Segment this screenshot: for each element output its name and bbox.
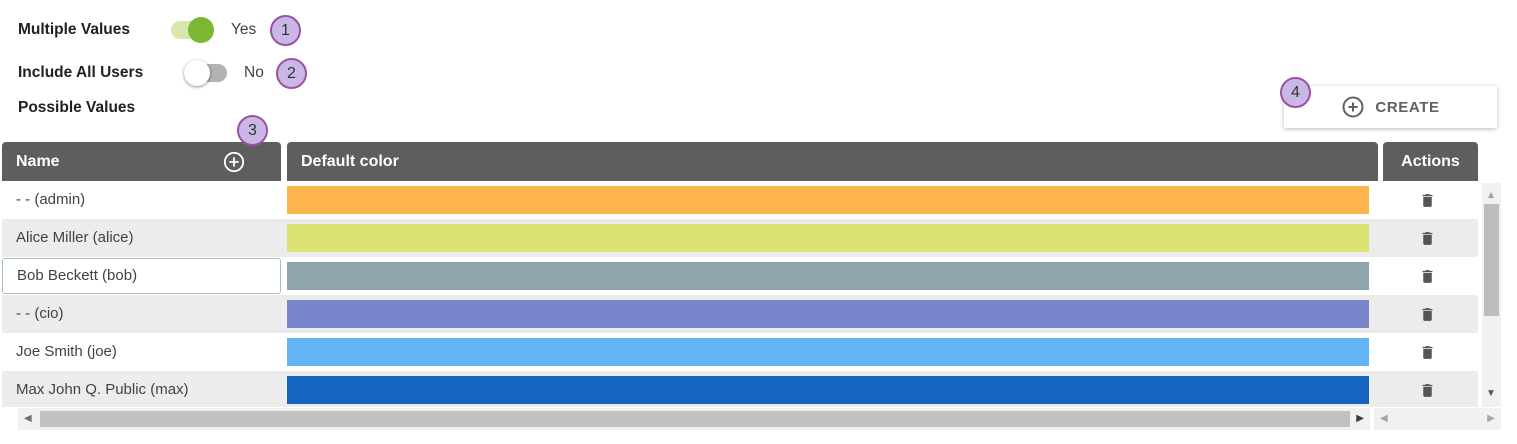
scroll-right-arrow-icon[interactable]: ▶ — [1487, 413, 1495, 424]
row-name-cell[interactable]: Joe Smith (joe) — [2, 333, 281, 371]
table-row: - - (cio) — [2, 295, 1478, 333]
annotation-badge-1: 1 — [270, 15, 301, 46]
trash-icon — [1419, 267, 1436, 286]
possible-values-label: Possible Values — [18, 99, 136, 116]
vertical-scrollbar-thumb[interactable] — [1484, 204, 1499, 316]
plus-circle-icon — [223, 151, 245, 173]
delete-row-button[interactable] — [1417, 227, 1438, 250]
table-row: Max John Q. Public (max) — [2, 371, 1478, 407]
column-header-actions: Actions — [1383, 142, 1478, 181]
delete-row-button[interactable] — [1417, 379, 1438, 402]
row-color-cell — [281, 257, 1377, 295]
row-color-bar[interactable] — [287, 300, 1369, 328]
create-button[interactable]: CREATE — [1284, 86, 1497, 128]
row-name-cell[interactable]: Bob Beckett (bob) — [2, 258, 281, 294]
row-color-cell — [281, 333, 1377, 371]
row-name: Bob Beckett (bob) — [17, 267, 138, 284]
delete-row-button[interactable] — [1417, 341, 1438, 364]
horizontal-scrollbar[interactable]: ◀ ▶ — [18, 408, 1370, 430]
horizontal-scrollbar-thumb[interactable] — [40, 411, 1350, 427]
delete-row-button[interactable] — [1417, 303, 1438, 326]
trash-icon — [1419, 381, 1436, 400]
row-color-bar[interactable] — [287, 262, 1369, 290]
table-header: Name Default color Actions — [2, 142, 1478, 181]
row-color-bar[interactable] — [287, 186, 1369, 214]
row-name-cell[interactable]: - - (cio) — [2, 295, 281, 333]
table-row: Alice Miller (alice) — [2, 219, 1478, 257]
column-header-color-label: Default color — [301, 152, 399, 170]
annotation-badge-3: 3 — [237, 115, 268, 146]
row-color-cell — [281, 219, 1377, 257]
column-header-name-label: Name — [16, 152, 60, 170]
create-button-label: CREATE — [1375, 98, 1440, 116]
column-header-default-color: Default color — [287, 142, 1378, 181]
row-name-cell[interactable]: Max John Q. Public (max) — [2, 371, 281, 407]
row-actions-cell — [1377, 189, 1478, 212]
column-header-name: Name — [2, 142, 281, 181]
include-all-users-toggle[interactable] — [184, 60, 227, 86]
trash-icon — [1419, 191, 1436, 210]
vertical-scrollbar[interactable]: ▲ ▼ — [1482, 183, 1501, 407]
row-color-cell — [281, 371, 1377, 407]
row-name-cell[interactable]: - - (admin) — [2, 181, 281, 219]
row-actions-cell — [1377, 303, 1478, 326]
row-color-cell — [281, 181, 1377, 219]
include-all-users-state: No — [244, 64, 264, 81]
multiple-values-state: Yes — [231, 21, 257, 38]
table-row: - - (admin) — [2, 181, 1478, 219]
row-actions-cell — [1377, 341, 1478, 364]
toggle-knob — [184, 60, 210, 86]
row-name-cell[interactable]: Alice Miller (alice) — [2, 219, 281, 257]
setting-multiple-values: Multiple Values Yes — [18, 14, 256, 46]
row-color-cell — [281, 295, 1377, 333]
row-actions-cell — [1377, 379, 1478, 402]
scroll-left-arrow-icon[interactable]: ◀ — [1380, 413, 1388, 424]
annotation-badge-4: 4 — [1280, 77, 1311, 108]
table-body: - - (admin) Alice Miller (alice) — [2, 181, 1478, 407]
row-color-bar[interactable] — [287, 376, 1369, 404]
row-name: Max John Q. Public (max) — [16, 381, 189, 398]
row-color-bar[interactable] — [287, 224, 1369, 252]
annotation-badge-2: 2 — [276, 58, 307, 89]
scroll-down-arrow-icon[interactable]: ▼ — [1486, 388, 1496, 399]
include-all-users-label: Include All Users — [18, 64, 144, 81]
delete-row-button[interactable] — [1417, 265, 1438, 288]
add-value-button[interactable] — [223, 151, 245, 173]
table-row: Bob Beckett (bob) — [2, 257, 1478, 295]
toggle-knob — [188, 17, 214, 43]
multiple-values-label: Multiple Values — [18, 21, 130, 38]
table-row: Joe Smith (joe) — [2, 333, 1478, 371]
trash-icon — [1419, 229, 1436, 248]
scroll-up-arrow-icon[interactable]: ▲ — [1486, 190, 1496, 201]
column-header-actions-label: Actions — [1401, 152, 1460, 170]
row-name: - - (admin) — [16, 191, 86, 208]
setting-include-all-users: Include All Users No — [18, 57, 264, 89]
row-color-bar[interactable] — [287, 338, 1369, 366]
row-actions-cell — [1377, 265, 1478, 288]
delete-row-button[interactable] — [1417, 189, 1438, 212]
row-actions-cell — [1377, 227, 1478, 250]
row-name: - - (cio) — [16, 305, 64, 322]
row-name: Alice Miller (alice) — [16, 229, 134, 246]
row-name: Joe Smith (joe) — [16, 343, 117, 360]
actions-horizontal-scrollbar[interactable]: ◀ ▶ — [1374, 408, 1501, 430]
plus-circle-icon — [1341, 95, 1365, 119]
scroll-left-arrow-icon[interactable]: ◀ — [24, 413, 32, 424]
trash-icon — [1419, 343, 1436, 362]
multiple-values-toggle[interactable] — [171, 17, 214, 43]
trash-icon — [1419, 305, 1436, 324]
scroll-right-arrow-icon[interactable]: ▶ — [1356, 413, 1364, 424]
